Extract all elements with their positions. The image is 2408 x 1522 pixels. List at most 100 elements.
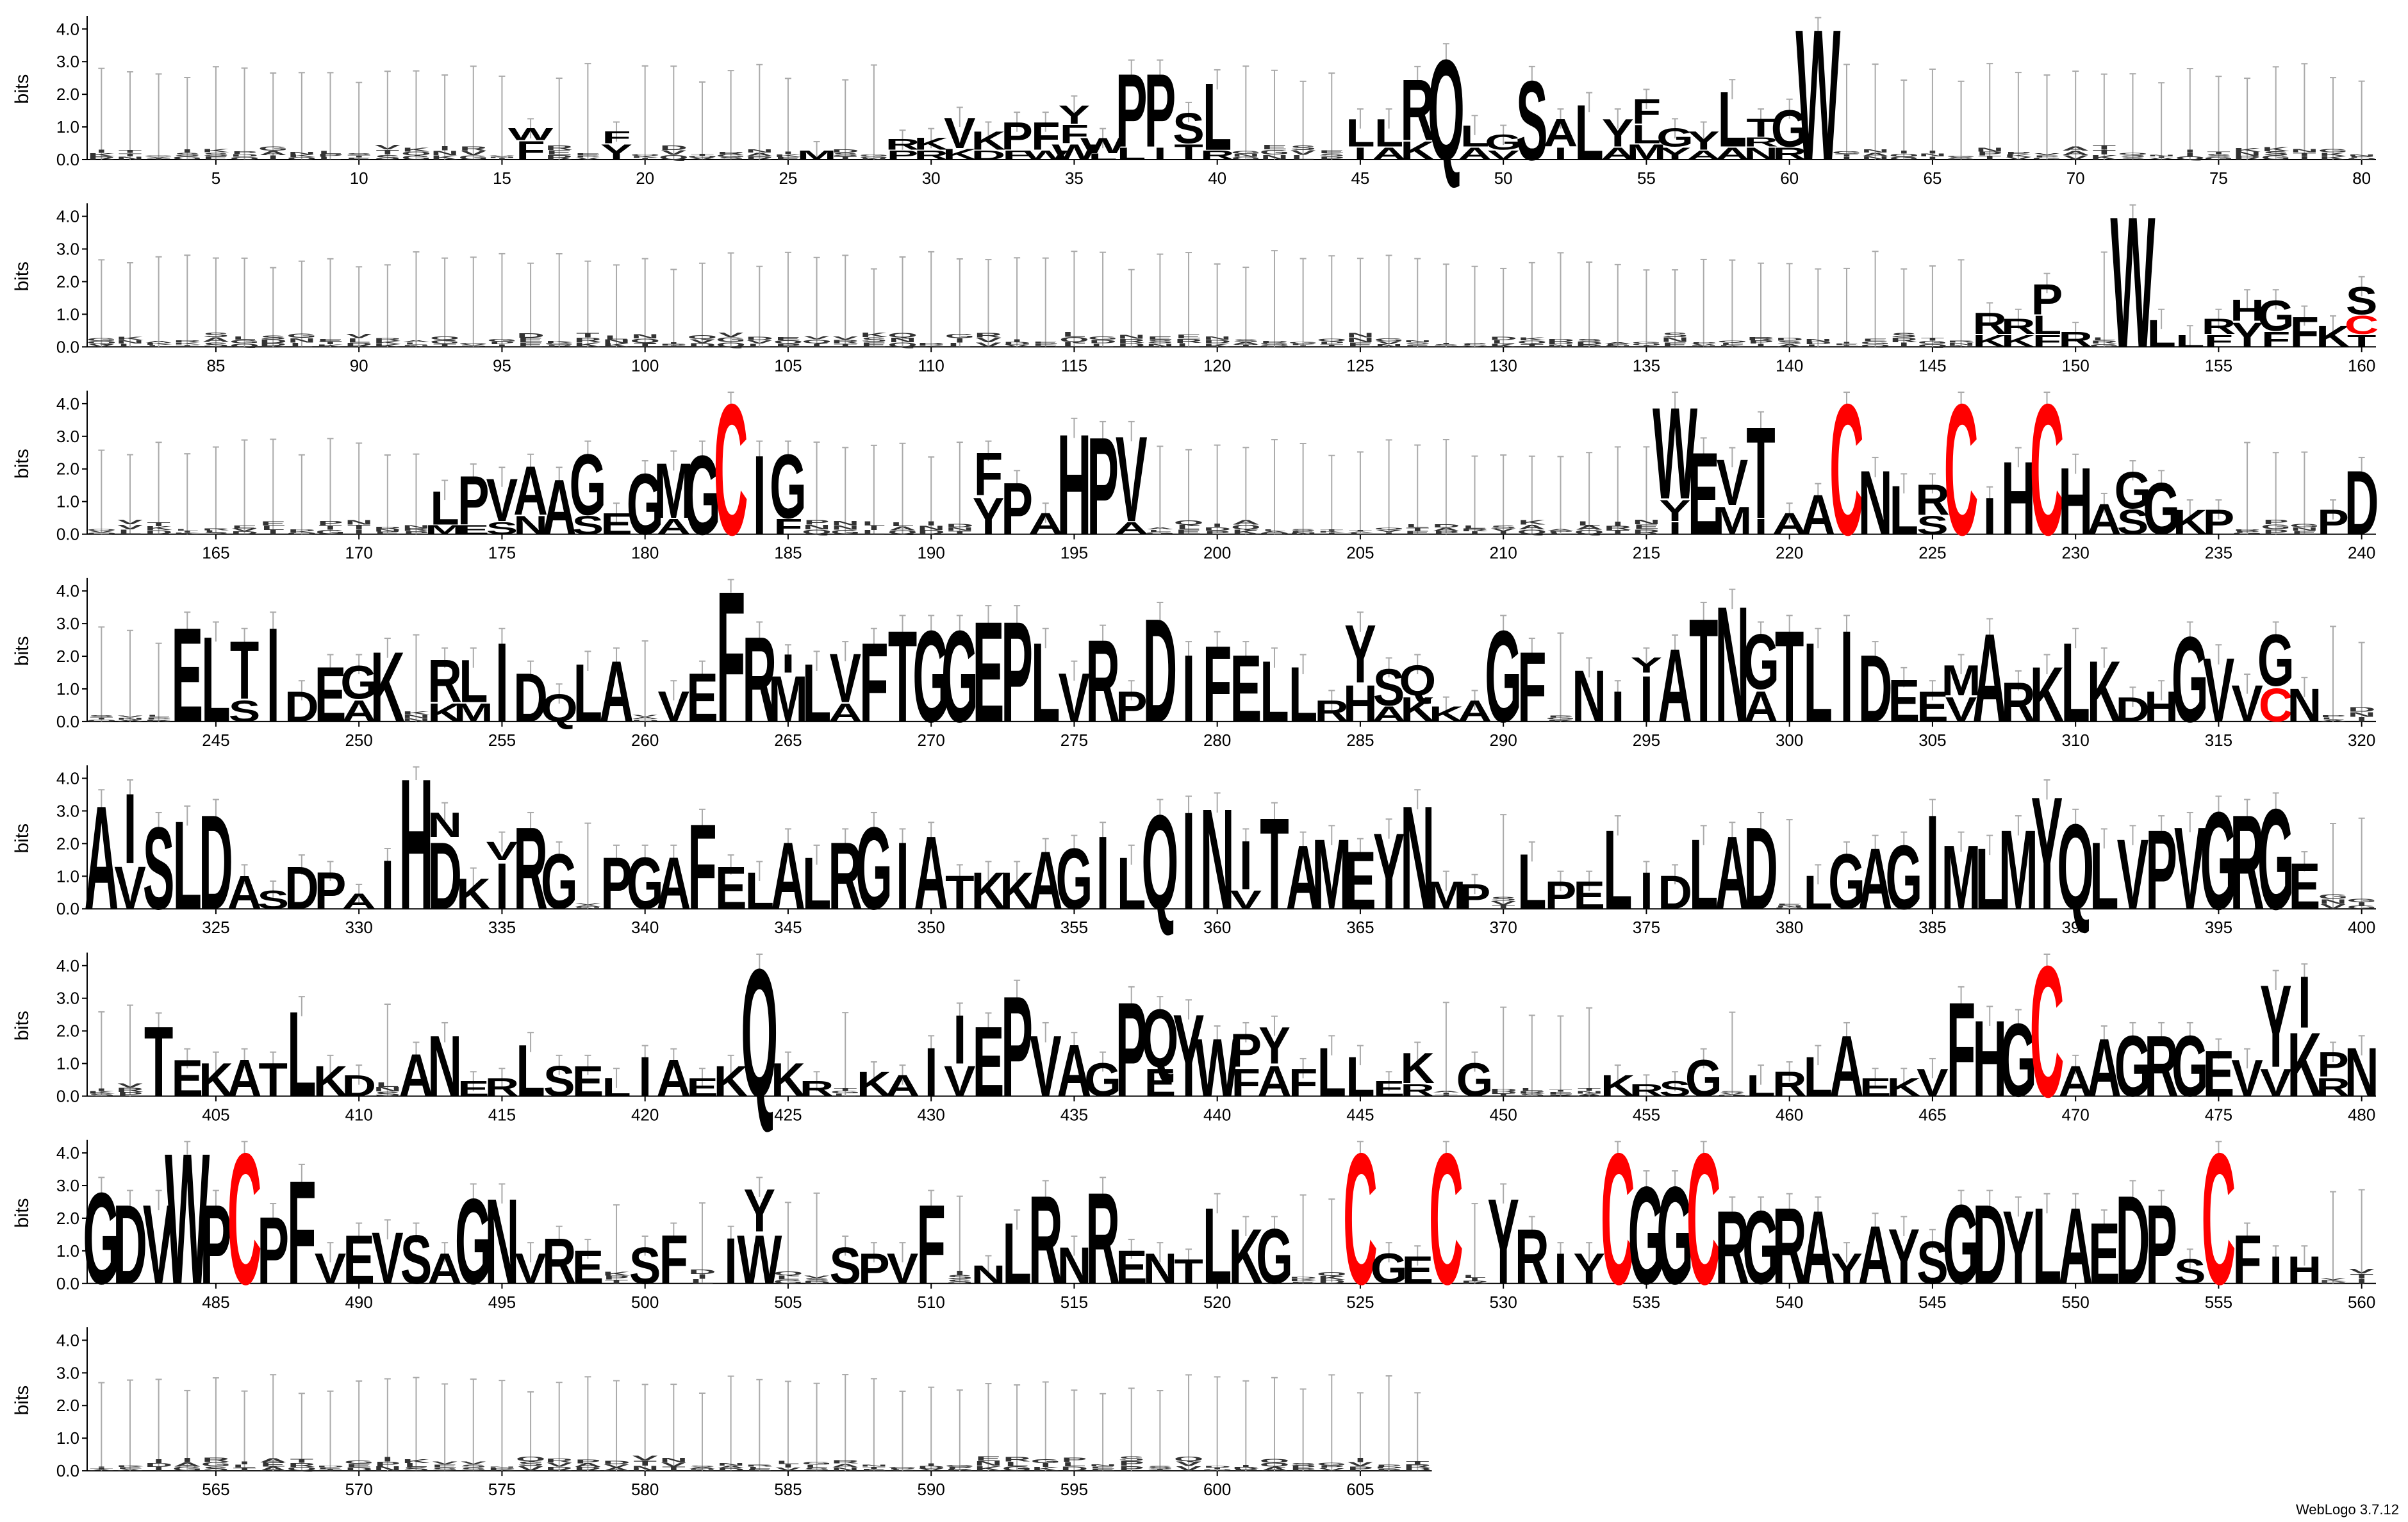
logo-letter: T: [2347, 331, 2376, 351]
logo-letter-faint: I: [239, 1460, 250, 1466]
logo-letter-faint: L: [2093, 336, 2116, 342]
logo-letter-faint: E: [1662, 341, 1688, 349]
y-tick-label: 3.0: [56, 614, 79, 633]
logo-letter-faint: I: [955, 337, 966, 343]
logo-letter-faint: V: [689, 157, 715, 160]
logo-letter-faint: L: [862, 520, 886, 527]
logo-letter: L: [802, 842, 831, 925]
logo-letter-faint: T: [633, 342, 656, 349]
logo-letter-faint: S: [404, 1466, 429, 1472]
logo-letter-faint: V: [1176, 1465, 1201, 1472]
logo-letter-faint: A: [1604, 342, 1631, 345]
logo-letter-faint: P: [1119, 1460, 1144, 1468]
logo-letter: S: [143, 802, 175, 934]
logo-letter-faint: N: [2291, 148, 2318, 154]
logo-letter-faint: R: [574, 336, 602, 343]
logo-letter: K: [1400, 690, 1435, 729]
logo-letter-faint: A: [1146, 527, 1174, 530]
logo-letter-faint: N: [918, 525, 945, 531]
logo-letter-faint: V: [1004, 344, 1030, 348]
logo-letter-faint: S: [2206, 154, 2232, 158]
logo-letter-faint: N: [1089, 1464, 1117, 1467]
logo-letter: V: [1059, 659, 1091, 736]
logo-letter-faint: T: [1435, 1094, 1458, 1097]
x-tick-label: 260: [631, 731, 659, 750]
logo-letter-faint: I: [811, 342, 822, 348]
y-tick-label: 0.0: [56, 1087, 79, 1106]
logo-letter-faint: K: [431, 154, 459, 161]
logo-letter-faint: T: [633, 157, 657, 160]
logo-letter-faint: Q: [2346, 158, 2376, 160]
logo-letter: L: [1088, 152, 1117, 161]
logo-letter-faint: G: [1889, 156, 1918, 160]
logo-letter: L: [2175, 331, 2204, 351]
logo-letter: P: [858, 1245, 890, 1293]
x-tick-label: 360: [1203, 918, 1231, 937]
logo-letter-faint: A: [2062, 145, 2090, 152]
logo-letter: T: [1689, 589, 1718, 754]
logo-letter-faint: D: [1432, 345, 1460, 347]
logo-letter-faint: T: [633, 1460, 656, 1468]
y-tick-label: 1.0: [56, 1428, 79, 1448]
logo-letter: R: [427, 648, 462, 716]
logo-letter: F: [602, 128, 631, 147]
weblogo-credit: WebLogo 3.7.12: [2295, 1501, 2399, 1518]
logo-letter: G: [1371, 1245, 1408, 1293]
logo-letter-faint: T: [1549, 1089, 1572, 1092]
logo-letter: S: [1516, 57, 1548, 184]
logo-letter-faint: Q: [1889, 153, 1918, 158]
logo-letter: F: [859, 619, 888, 746]
logo-letter: F: [287, 1150, 316, 1315]
logo-letter: G: [1742, 618, 1779, 706]
logo-letter: I: [782, 649, 795, 679]
logo-letter-faint: A: [1232, 519, 1260, 526]
logo-letter-faint: D: [1318, 1279, 1346, 1285]
logo-letter-faint: T: [119, 153, 142, 158]
logo-letter-faint: G: [172, 1466, 202, 1472]
logo-letter: K: [2316, 320, 2350, 354]
logo-letter-faint: D: [631, 718, 659, 722]
logo-letter: D: [285, 855, 319, 923]
logo-letter-faint: K: [374, 340, 402, 345]
logo-letter-faint: P: [1291, 1468, 1316, 1471]
logo-letter-faint: S: [1719, 1091, 1745, 1093]
logo-letter: K: [2001, 331, 2036, 351]
x-tick-label: 480: [2348, 1105, 2375, 1125]
logo-letter: P: [1230, 1023, 1262, 1077]
logo-letter: R: [800, 1077, 834, 1102]
logo-letter: R: [1972, 307, 2007, 341]
logo-letter: R: [1715, 1189, 1750, 1306]
logo-letter-faint: K: [1232, 529, 1260, 536]
logo-letter: P: [1087, 409, 1119, 564]
logo-letter-faint: G: [773, 1278, 803, 1285]
logo-letter: S: [1917, 511, 1949, 540]
logo-letter: R: [914, 148, 948, 163]
logo-letter-faint: G: [1918, 340, 1947, 345]
x-tick-label: 215: [1633, 543, 1660, 563]
y-tick-label: 0.0: [56, 899, 79, 918]
logo-letter-faint: N: [602, 338, 630, 344]
logo-letter: F: [1060, 120, 1089, 149]
logo-letter-faint: R: [1747, 336, 1774, 342]
logo-letter: Q: [1399, 657, 1436, 705]
logo-letter: E: [1144, 1061, 1176, 1105]
logo-letter-faint: E: [1262, 144, 1287, 151]
logo-letter-faint: N: [1146, 343, 1174, 348]
logo-letter-faint: N: [1861, 155, 1889, 160]
x-tick-label: 350: [917, 918, 944, 937]
logo-letter-faint: D: [317, 1465, 344, 1468]
logo-letter: L: [1289, 651, 1317, 739]
logo-letter: L: [1718, 76, 1747, 164]
logo-letter: A: [1772, 508, 1807, 542]
logo-letter-faint: P: [804, 518, 830, 525]
logo-letter-faint: I: [926, 1463, 937, 1467]
logo-letter-faint: S: [375, 1091, 400, 1098]
logo-letter-faint: R: [88, 156, 115, 161]
logo-letter: S: [543, 1057, 575, 1105]
logo-letter-faint: V: [804, 1275, 830, 1279]
logo-letter: D: [285, 683, 319, 731]
logo-letter-faint: D: [918, 1466, 945, 1469]
logo-letter: T: [1746, 401, 1775, 546]
logo-letter-faint: K: [602, 1271, 630, 1277]
logo-letter-faint: V: [1376, 529, 1402, 533]
